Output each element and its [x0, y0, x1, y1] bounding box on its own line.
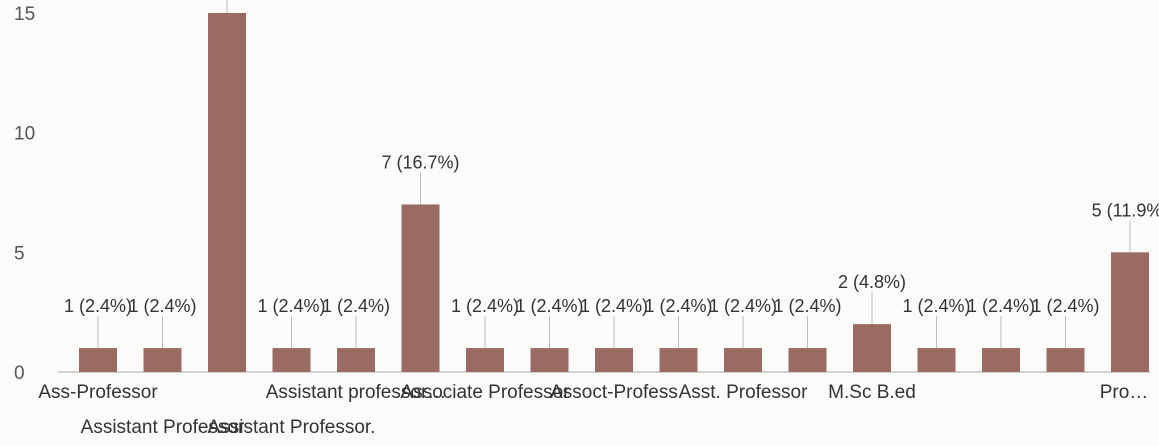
- data-label: 1 (2.4%): [709, 296, 777, 316]
- category-label: Pro…: [1100, 382, 1149, 403]
- data-label: 1 (2.4%): [64, 296, 132, 316]
- bar: [530, 348, 569, 372]
- bar: [337, 348, 375, 372]
- y-axis-ticks: 0 5 10 15: [14, 4, 35, 384]
- bar: [982, 348, 1020, 372]
- bar: [401, 204, 440, 372]
- category-label: Ass-Professor: [38, 382, 158, 403]
- data-label: 1 (2.4%): [967, 296, 1035, 316]
- bar: [724, 348, 762, 372]
- bar: [79, 348, 117, 372]
- bar: [1046, 348, 1085, 372]
- data-label: 1 (2.4%): [580, 296, 648, 316]
- category-label: M.Sc B.ed: [828, 382, 916, 403]
- data-label: 5 (11.9%): [1092, 200, 1159, 220]
- category-label: Assistant professor…: [266, 382, 447, 403]
- leader-lines-group: [97, 0, 1131, 349]
- data-labels-group: 1 (2.4%)1 (2.4%)15 (35.7%)1 (2.4%)1 (2.4…: [64, 152, 1159, 316]
- data-label: 7 (16.7%): [381, 152, 459, 172]
- category-label: Associate Professor: [401, 382, 571, 403]
- data-label: 2 (4.8%): [838, 272, 906, 292]
- bar: [272, 348, 311, 372]
- y-tick-label: 5: [14, 243, 25, 264]
- y-tick-label: 15: [14, 4, 35, 25]
- bar: [788, 348, 827, 372]
- data-label: 1 (2.4%): [1031, 296, 1099, 316]
- data-label: 1 (2.4%): [322, 296, 390, 316]
- data-label: 1 (2.4%): [257, 296, 325, 316]
- category-label: Assistant Professor.: [208, 417, 376, 438]
- category-label: Assistant Professor: [81, 417, 245, 438]
- data-label: 1 (2.4%): [451, 296, 519, 316]
- data-label: 1 (2.4%): [902, 296, 970, 316]
- bar: [208, 13, 246, 372]
- y-tick-label: 10: [14, 124, 35, 145]
- data-label: 1 (2.4%): [515, 296, 583, 316]
- bar: [1111, 252, 1149, 372]
- y-tick-label: 0: [14, 363, 25, 384]
- bars-group: [79, 13, 1149, 372]
- category-label: Assoct-Profess: [550, 382, 678, 403]
- bar: [917, 348, 956, 372]
- data-label: 1 (2.4%): [128, 296, 196, 316]
- bar: [595, 348, 633, 372]
- bar: [466, 348, 504, 372]
- category-label: Asst. Professor: [679, 382, 808, 403]
- bar: [659, 348, 698, 372]
- data-label: 1 (2.4%): [773, 296, 841, 316]
- data-label: 1 (2.4%): [644, 296, 712, 316]
- bar: [143, 348, 182, 372]
- bar: [853, 324, 891, 372]
